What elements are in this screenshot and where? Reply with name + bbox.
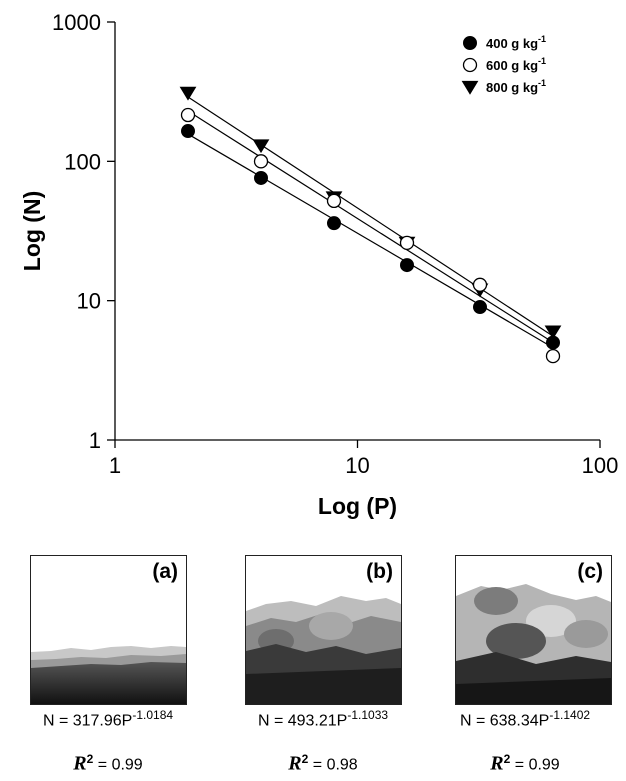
r-squared-c-sup: 2 [503,752,511,766]
x-tick-label: 1 [109,453,121,478]
y-tick-label: 10 [77,289,101,314]
r-squared-b: R2 = 0.98 [218,752,428,775]
legend-label-base: 400 g kg [486,36,538,51]
data-point-series-0 [399,258,414,273]
r-squared-c: R2 = 0.99 [420,752,626,775]
data-points [179,86,562,364]
soil-surface-image-c [456,584,611,704]
data-point-series-2 [544,325,562,340]
legend-label-superscript: -1 [538,78,546,88]
legend-label-base: 600 g kg [486,58,538,73]
equation-a-base: N = 317.96P [42,712,133,730]
panel-label-b: (b) [366,560,393,583]
data-point-series-0 [545,335,560,350]
legend-marker-0 [463,36,477,50]
data-point-series-0 [472,300,487,315]
y-tick-label: 100 [64,149,101,174]
legend-marker-1 [462,57,478,73]
legend-label-0: 400 g kg-1 [486,34,546,51]
x-tick-label: 100 [582,453,619,478]
equation-b: N = 493.21P-1.1033 [218,708,428,730]
fit-line-1 [187,110,554,343]
fit-line-2 [187,96,554,337]
soil-surface-image-a [31,646,186,704]
r-squared-a-sup: 2 [86,752,94,766]
legend-label-superscript: -1 [538,34,546,44]
data-point-series-0 [180,124,195,139]
x-axis-title: Log (P) [318,493,397,519]
r-squared-c-value: = 0.99 [510,756,560,774]
r-squared-a-symbol: R [73,752,87,775]
equation-a: N = 317.96P-1.0184 [3,708,213,730]
data-point-series-1 [545,348,561,364]
data-point-series-2 [179,86,197,101]
r-squared-b-sup: 2 [301,752,309,766]
legend-marker-2 [461,80,479,95]
equation-a-exponent: -1.0184 [132,708,174,722]
r-squared-b-value: = 0.98 [308,756,358,774]
data-point-series-0 [326,216,341,231]
image-panel-c: (c) [455,555,612,705]
axes: 1 10 100 1000 1 10 100 [52,10,618,478]
soil-surface-image-b [246,596,401,704]
panel-label-a: (a) [152,560,178,583]
image-panel-a: (a) [30,555,187,705]
x-tick-label: 10 [345,453,369,478]
equation-b-exponent: -1.1033 [347,708,389,722]
fit-line-0 [187,133,554,349]
panel-label-c: (c) [577,560,603,583]
data-point-series-1 [399,235,415,250]
fit-lines [187,96,554,349]
image-panel-b: (b) [245,555,402,705]
r-squared-a: R2 = 0.99 [3,752,213,775]
y-axis-title: Log (N) [19,191,45,271]
equation-c-base: N = 638.34P [459,712,550,730]
equation-c: N = 638.34P-1.1402 [420,708,626,730]
legend-label-2: 800 g kg-1 [486,78,546,95]
legend-label-superscript: -1 [538,56,546,66]
y-tick-label: 1000 [52,10,101,35]
data-point-series-1 [180,107,196,123]
y-tick-label: 1 [89,428,101,453]
data-point-series-0 [253,170,268,185]
equation-c-exponent: -1.1402 [549,708,591,722]
r-squared-b-symbol: R [288,752,302,775]
data-point-series-1 [253,154,269,169]
data-point-series-1 [472,277,488,292]
data-point-series-1 [326,193,342,209]
r-squared-a-value: = 0.99 [93,756,143,774]
data-point-series-2 [252,139,270,154]
r-squared-c-symbol: R [490,752,504,775]
equation-b-base: N = 493.21P [257,712,348,730]
legend-label-base: 800 g kg [486,80,538,95]
legend-label-1: 600 g kg-1 [486,56,546,73]
